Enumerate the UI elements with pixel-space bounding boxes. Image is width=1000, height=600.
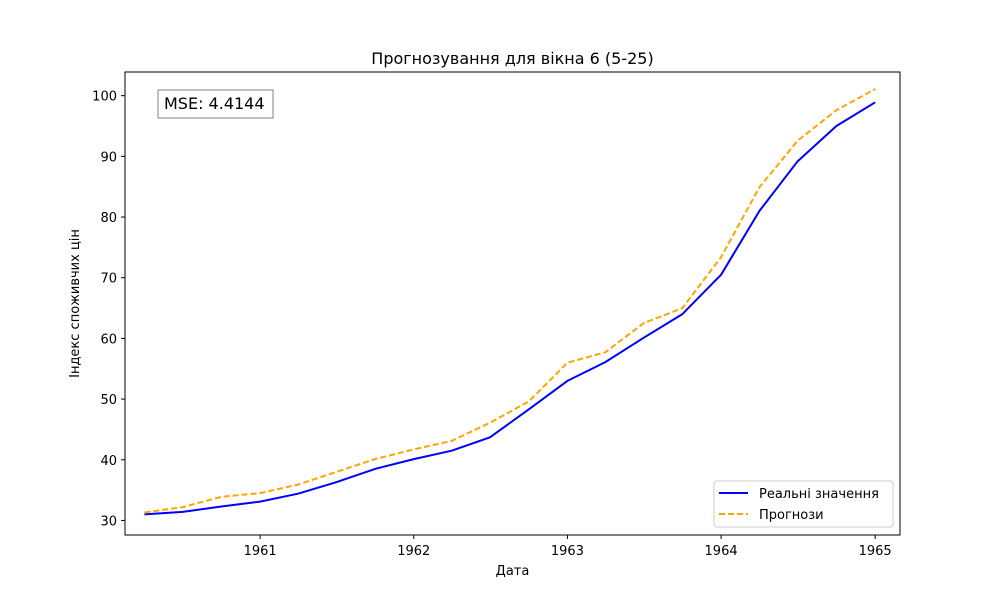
legend: Реальні значення Прогнози xyxy=(713,480,894,528)
x-axis-label: Дата xyxy=(496,564,530,579)
x-tick-label: 1964 xyxy=(705,544,738,559)
mse-annotation-text: MSE: 4.4144 xyxy=(164,94,265,113)
y-tick-label: 90 xyxy=(100,150,117,165)
y-tick-label: 50 xyxy=(100,393,117,408)
plot-frame xyxy=(124,71,901,536)
series-line-actual xyxy=(144,101,876,516)
y-tick-label: 30 xyxy=(100,514,117,529)
mse-annotation-box xyxy=(157,89,274,119)
y-tick-label: 100 xyxy=(92,90,117,105)
y-axis-label: Індекс споживчих цін xyxy=(68,229,83,378)
x-tick-label: 1962 xyxy=(397,544,430,559)
x-axis-ticks: 1961 1962 1963 1964 1965 xyxy=(244,535,892,559)
series-line-forecast xyxy=(144,88,876,514)
legend-label-actual: Реальні значення xyxy=(759,487,879,502)
legend-box xyxy=(713,480,894,528)
mse-annotation: MSE: 4.4144 xyxy=(157,89,274,119)
chart-title: Прогнозування для вікна 6 (5-25) xyxy=(371,49,653,68)
x-tick-label: 1963 xyxy=(551,544,584,559)
y-tick-label: 60 xyxy=(100,332,117,347)
y-axis-ticks: 30 40 50 60 70 80 90 100 xyxy=(92,90,125,529)
y-tick-label: 70 xyxy=(100,272,117,287)
x-tick-label: 1961 xyxy=(244,544,277,559)
legend-label-forecast: Прогнози xyxy=(759,508,824,523)
y-tick-label: 40 xyxy=(100,454,117,469)
series-layer xyxy=(144,88,876,516)
y-tick-label: 80 xyxy=(100,211,117,226)
x-tick-label: 1965 xyxy=(859,544,892,559)
